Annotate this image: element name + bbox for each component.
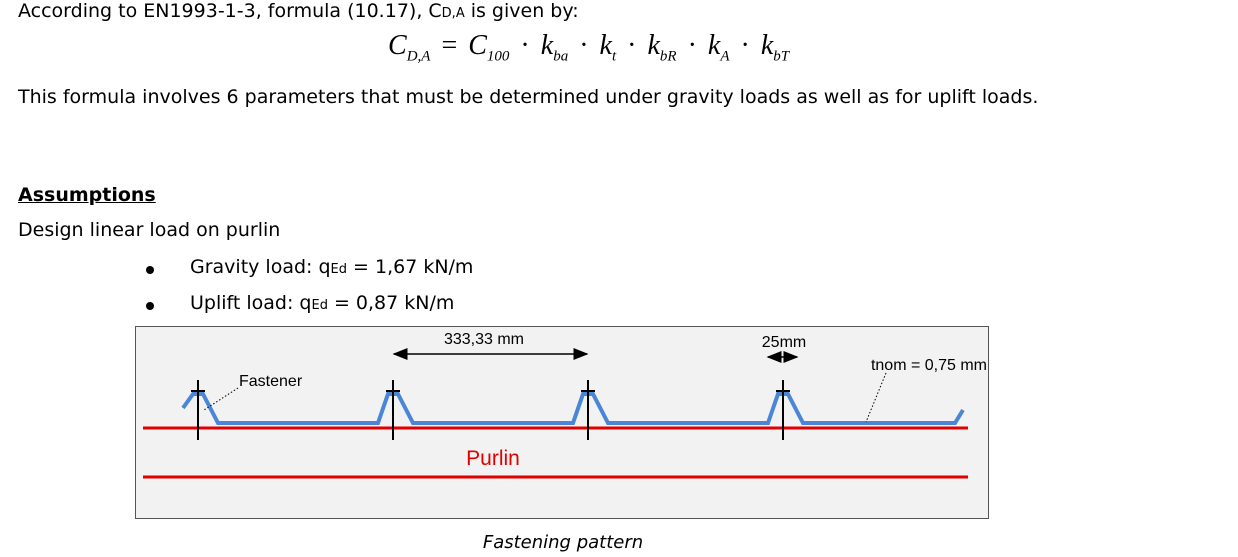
symbol: k: [540, 30, 554, 61]
term: CD,A: [388, 30, 430, 65]
dot: ·: [740, 30, 750, 61]
term: kt: [599, 30, 617, 65]
symbol: C: [468, 30, 487, 61]
span-label: 333,33 mm: [444, 331, 524, 348]
bullet-value: = 0,87 kN/m: [333, 292, 455, 314]
intro: According to EN1993-1-3, formula (10.17)…: [18, 0, 579, 22]
subscript: A: [720, 48, 730, 65]
purlin-label: Purlin: [466, 447, 520, 470]
subscript: bT: [773, 48, 790, 65]
symbol: k: [599, 30, 612, 61]
subscript: t: [611, 48, 617, 65]
bullet-dot: [146, 302, 154, 310]
fasteners: [191, 380, 790, 440]
term: kbT: [760, 30, 789, 65]
term: kbR: [647, 30, 676, 65]
symbol: k: [647, 30, 660, 61]
intro-sub: D,A: [441, 6, 465, 21]
bullet-value: = 1,67 kN/m: [353, 256, 474, 278]
sheet-profile: [181, 392, 965, 425]
bullet-label: Gravity load: q: [190, 256, 331, 278]
symbol: C: [388, 30, 407, 61]
term: kba: [540, 30, 568, 65]
caption: Fastening pattern: [483, 532, 643, 553]
term: kA: [707, 30, 730, 65]
symbol: k: [707, 30, 721, 61]
subscript: bR: [659, 48, 677, 65]
bullet-dot: [146, 266, 154, 274]
bullet-sub: Ed: [311, 298, 328, 313]
bullet-label: Uplift load: q: [190, 292, 312, 314]
subheading: Design linear load on purlin: [18, 219, 281, 241]
symbol: k: [760, 30, 774, 61]
dot: ·: [579, 30, 589, 61]
bullet: Uplift load: qEd = 0,87 kN/m: [190, 292, 454, 314]
edge-label: 25mm: [762, 334, 806, 351]
paragraph: This formula involves 6 parameters that …: [18, 86, 1039, 108]
fastener-label: Fastener: [239, 373, 303, 390]
subscript: 100: [486, 48, 510, 65]
bullet-sub: Ed: [330, 262, 348, 277]
subscript: D,A: [406, 48, 431, 65]
subscript: ba: [553, 48, 569, 65]
intro-after: is given by:: [470, 0, 579, 22]
dot: ·: [627, 30, 637, 61]
heading: Assumptions: [18, 184, 156, 206]
equals: =: [441, 30, 458, 61]
bullet: Gravity load: qEd = 1,67 kN/m: [190, 256, 473, 278]
formula: CD,A = C100 · kba · kt · kbR · kA · kbT: [388, 30, 789, 66]
dot: ·: [520, 30, 530, 61]
dot: ·: [687, 30, 697, 61]
term: C100: [468, 30, 509, 65]
thickness-label: tnom = 0,75 mm: [871, 357, 987, 374]
intro-text: According to EN1993-1-3, formula (10.17)…: [18, 0, 442, 22]
